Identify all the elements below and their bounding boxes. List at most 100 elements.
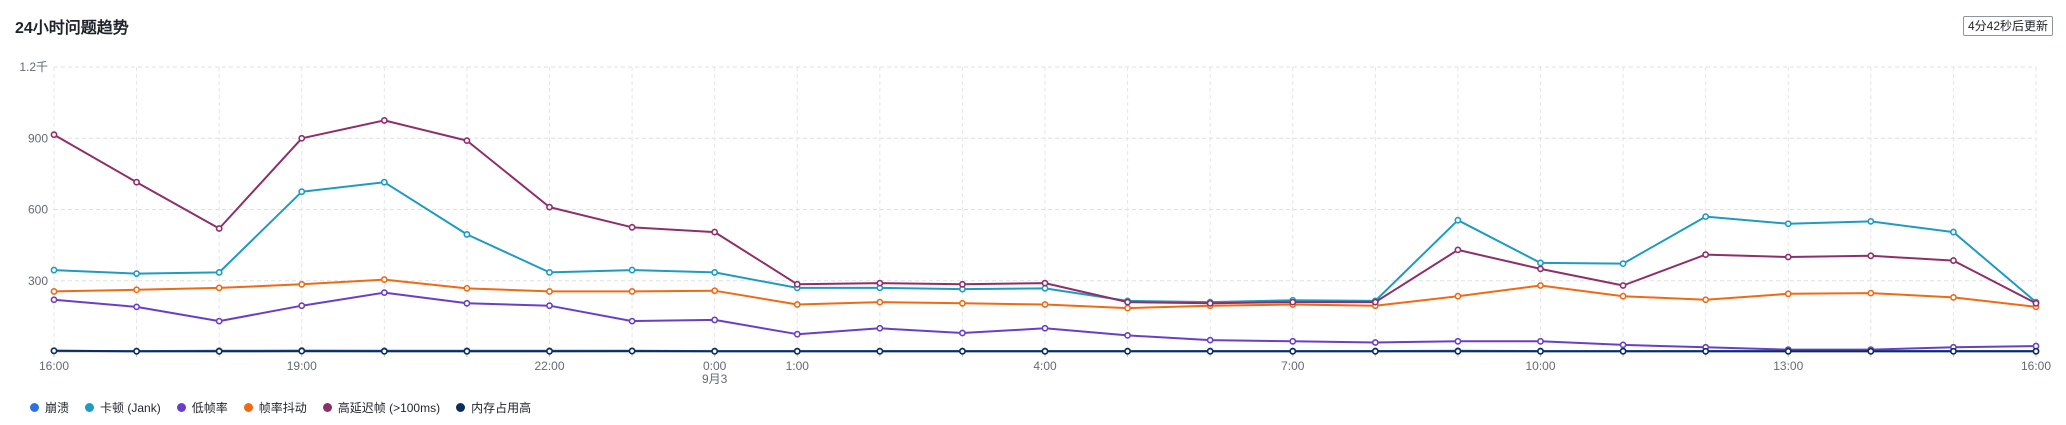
data-point xyxy=(1619,282,1627,289)
data-point xyxy=(711,347,719,355)
data-point xyxy=(959,329,966,337)
data-point xyxy=(793,347,801,355)
data-point xyxy=(1537,347,1544,355)
data-point xyxy=(1371,339,1379,346)
data-point xyxy=(463,347,471,355)
data-point xyxy=(1702,251,1710,259)
data-point xyxy=(1371,298,1379,306)
data-point xyxy=(959,280,966,288)
data-point xyxy=(133,178,140,186)
x-tick-label: 16:00 xyxy=(39,359,69,373)
data-point xyxy=(1702,296,1710,304)
legend-label: 低帧率 xyxy=(191,401,228,415)
data-point xyxy=(1537,337,1544,345)
y-tick-label: 300 xyxy=(28,274,48,288)
data-point xyxy=(380,289,388,297)
data-point xyxy=(1454,246,1462,254)
data-point xyxy=(50,296,58,304)
data-point xyxy=(628,266,636,274)
data-point xyxy=(133,286,140,294)
data-point xyxy=(959,347,966,355)
data-point xyxy=(1041,279,1049,287)
data-point xyxy=(215,347,223,355)
data-point xyxy=(1454,337,1462,345)
refresh-countdown-button[interactable]: 4分42秒后更新 xyxy=(1962,16,2053,36)
x-date-label: 9月3 xyxy=(702,372,728,386)
data-point xyxy=(1454,292,1462,300)
legend-item[interactable]: 卡顿 (Jank) xyxy=(85,399,161,416)
data-point xyxy=(711,287,719,295)
y-tick-label: 1.2千 xyxy=(19,60,48,74)
legend-label: 崩溃 xyxy=(45,401,70,415)
data-point xyxy=(876,298,884,306)
series-帧率抖动 xyxy=(50,276,2040,312)
x-tick-label: 22:00 xyxy=(534,359,564,373)
data-point xyxy=(463,284,471,292)
data-point xyxy=(215,284,223,292)
data-point xyxy=(546,347,553,355)
data-point xyxy=(380,347,388,355)
data-point xyxy=(793,280,801,288)
data-point xyxy=(1206,347,1214,355)
data-point xyxy=(2032,299,2040,307)
data-point xyxy=(133,347,140,355)
data-point xyxy=(1124,331,1131,339)
data-point xyxy=(1537,259,1544,267)
data-point xyxy=(1537,265,1544,273)
x-tick-label: 0:00 xyxy=(703,359,727,373)
data-point xyxy=(1784,290,1792,298)
chart-grid xyxy=(53,66,2037,353)
data-point xyxy=(793,301,801,308)
data-point xyxy=(1289,337,1297,345)
data-point xyxy=(793,330,801,338)
data-point xyxy=(546,302,553,310)
x-tick-label: 19:00 xyxy=(287,359,317,373)
legend-item[interactable]: 高延迟帧 (>100ms) xyxy=(322,399,440,416)
data-point xyxy=(959,299,966,307)
data-point xyxy=(1702,213,1710,221)
series-卡顿 (Jank) xyxy=(50,178,2040,306)
data-point xyxy=(1289,347,1297,355)
data-point xyxy=(1950,347,1957,355)
data-point xyxy=(1784,253,1792,261)
data-point xyxy=(1454,216,1462,224)
data-point xyxy=(1867,347,1875,355)
data-point xyxy=(1950,228,1957,236)
data-point xyxy=(463,299,471,307)
data-point xyxy=(215,317,223,325)
data-point xyxy=(1867,217,1875,225)
data-point xyxy=(876,324,884,332)
data-point xyxy=(215,269,223,276)
legend-label: 帧率抖动 xyxy=(258,401,307,415)
data-point xyxy=(463,231,471,238)
data-point xyxy=(1124,347,1131,355)
data-point xyxy=(711,316,719,324)
data-point xyxy=(50,347,58,355)
legend-dot-icon xyxy=(176,403,186,412)
data-point xyxy=(1289,298,1297,306)
legend-item[interactable]: 崩溃 xyxy=(30,399,69,416)
data-point xyxy=(546,269,553,276)
legend-dot-icon xyxy=(243,403,253,412)
data-point xyxy=(133,303,140,311)
data-point xyxy=(876,279,884,287)
data-point xyxy=(1950,257,1957,264)
y-tick-label: 600 xyxy=(28,203,48,217)
legend-dot-icon xyxy=(30,403,39,412)
data-point xyxy=(1371,347,1379,355)
legend-label: 内存占用高 xyxy=(471,401,532,415)
data-point xyxy=(380,276,388,283)
legend-item[interactable]: 低帧率 xyxy=(176,399,228,416)
data-point xyxy=(1867,252,1875,260)
data-point xyxy=(1619,292,1627,300)
data-point xyxy=(50,288,58,295)
data-point xyxy=(380,178,388,186)
data-point xyxy=(1041,284,1049,292)
data-point xyxy=(711,228,719,236)
data-point xyxy=(463,137,471,145)
legend-item[interactable]: 帧率抖动 xyxy=(243,399,307,416)
x-tick-label: 1:00 xyxy=(786,359,810,373)
legend-item[interactable]: 内存占用高 xyxy=(456,399,531,416)
data-point xyxy=(1619,260,1627,268)
legend-dot-icon xyxy=(456,403,466,412)
